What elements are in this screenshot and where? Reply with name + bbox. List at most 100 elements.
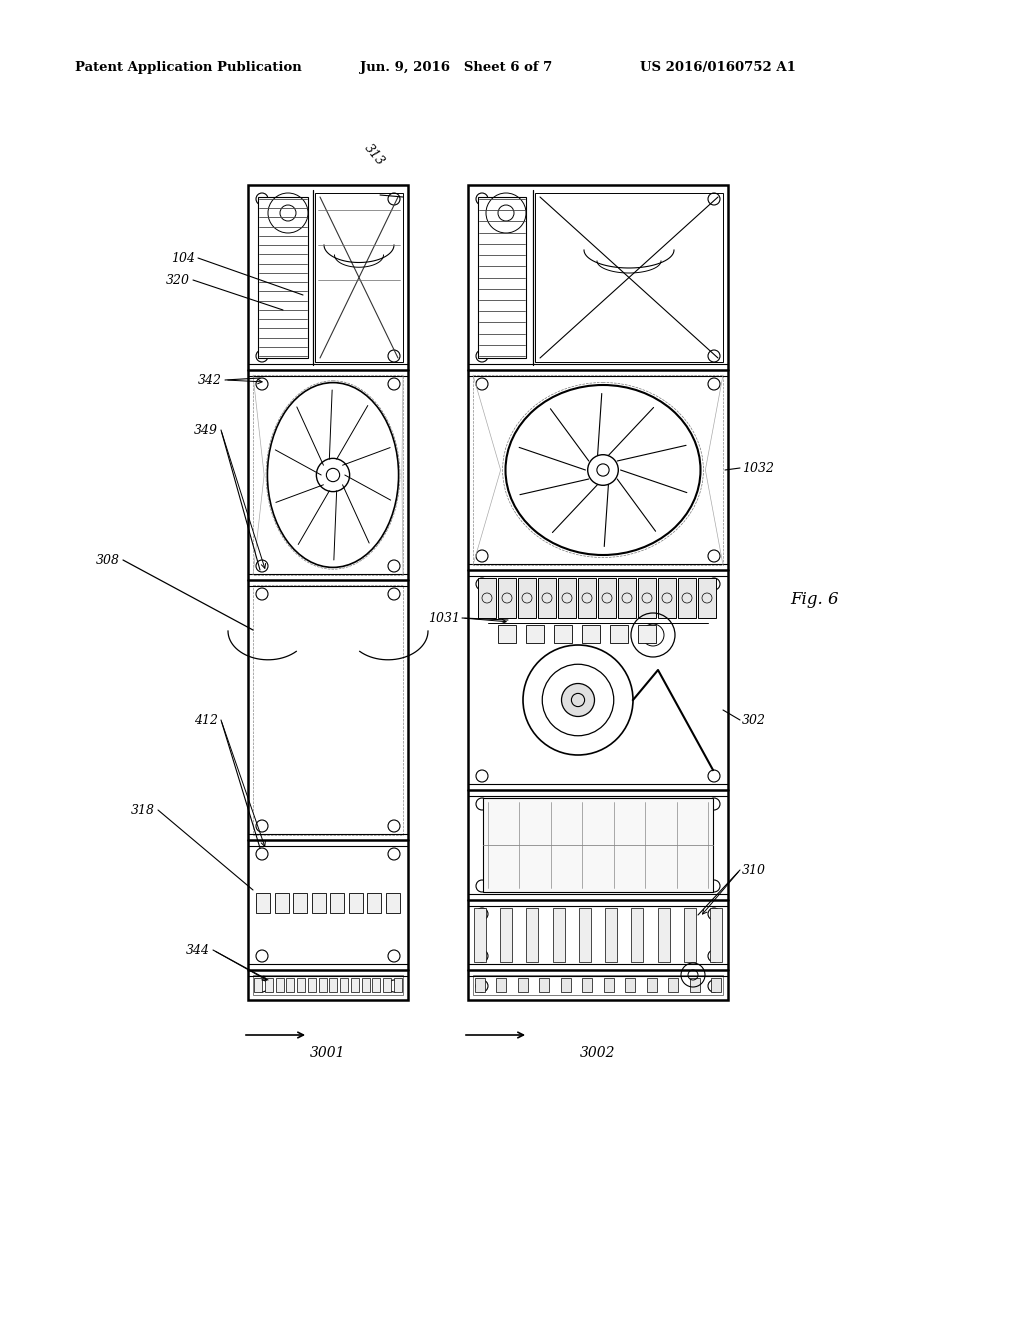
Circle shape — [476, 378, 488, 389]
Bar — [265, 978, 272, 993]
Ellipse shape — [267, 383, 398, 568]
Bar — [297, 978, 305, 993]
Bar — [474, 908, 486, 962]
Circle shape — [476, 550, 488, 562]
Bar — [351, 978, 359, 993]
Bar — [256, 894, 270, 913]
Circle shape — [708, 979, 720, 993]
Bar — [658, 578, 676, 618]
Circle shape — [388, 587, 400, 601]
Bar — [248, 185, 408, 1001]
Bar — [311, 894, 326, 913]
Bar — [318, 978, 327, 993]
Circle shape — [708, 908, 720, 920]
Circle shape — [388, 820, 400, 832]
Circle shape — [708, 350, 720, 362]
Text: 342: 342 — [198, 374, 222, 387]
Circle shape — [561, 684, 595, 717]
Bar — [253, 975, 403, 995]
Bar — [373, 978, 381, 993]
Text: 310: 310 — [742, 863, 766, 876]
Circle shape — [476, 799, 488, 810]
Text: 313: 313 — [362, 141, 387, 168]
Text: 320: 320 — [166, 273, 190, 286]
Bar — [518, 578, 536, 618]
Bar — [275, 978, 284, 993]
Bar — [561, 978, 570, 993]
Bar — [657, 908, 670, 962]
Bar — [605, 908, 617, 962]
Circle shape — [476, 908, 488, 920]
Bar — [604, 978, 613, 993]
Circle shape — [476, 979, 488, 993]
Circle shape — [256, 193, 268, 205]
Bar — [711, 978, 721, 993]
Bar — [349, 894, 362, 913]
Bar — [684, 908, 695, 962]
Bar — [287, 978, 294, 993]
Text: Fig. 6: Fig. 6 — [790, 591, 839, 609]
Bar — [583, 978, 592, 993]
Circle shape — [476, 770, 488, 781]
Circle shape — [708, 770, 720, 781]
Circle shape — [388, 847, 400, 861]
Bar — [473, 975, 723, 995]
Bar — [394, 978, 402, 993]
Bar — [361, 978, 370, 993]
Circle shape — [256, 820, 268, 832]
Ellipse shape — [506, 385, 700, 554]
Bar — [526, 908, 539, 962]
Circle shape — [708, 378, 720, 389]
Bar — [386, 894, 400, 913]
Bar — [500, 908, 512, 962]
Text: 318: 318 — [131, 804, 155, 817]
Bar — [579, 908, 591, 962]
Bar — [478, 578, 496, 618]
Circle shape — [476, 193, 488, 205]
Bar — [468, 185, 728, 1001]
Text: 1032: 1032 — [742, 462, 774, 474]
Circle shape — [708, 578, 720, 590]
Text: 104: 104 — [171, 252, 195, 264]
Circle shape — [476, 578, 488, 590]
Text: 1031: 1031 — [428, 611, 460, 624]
Bar — [340, 978, 348, 993]
Circle shape — [388, 350, 400, 362]
Circle shape — [476, 950, 488, 962]
Circle shape — [256, 979, 268, 993]
Bar — [473, 375, 723, 565]
Circle shape — [708, 193, 720, 205]
Bar — [538, 578, 556, 618]
Bar — [710, 908, 722, 962]
Bar — [638, 624, 656, 643]
Text: 344: 344 — [186, 944, 210, 957]
Circle shape — [388, 950, 400, 962]
Bar — [540, 978, 549, 993]
Circle shape — [256, 350, 268, 362]
Circle shape — [476, 350, 488, 362]
Text: Patent Application Publication: Patent Application Publication — [75, 62, 302, 74]
Bar — [558, 578, 575, 618]
Circle shape — [256, 847, 268, 861]
Circle shape — [256, 560, 268, 572]
Text: 302: 302 — [742, 714, 766, 726]
Bar — [331, 894, 344, 913]
Bar — [638, 578, 656, 618]
Circle shape — [708, 799, 720, 810]
Circle shape — [388, 378, 400, 389]
Circle shape — [256, 950, 268, 962]
Bar — [253, 585, 403, 836]
Bar — [498, 624, 516, 643]
Bar — [483, 799, 713, 892]
Bar — [668, 978, 678, 993]
Bar — [478, 197, 526, 358]
Bar — [258, 197, 308, 358]
Circle shape — [708, 950, 720, 962]
Bar — [626, 978, 635, 993]
Bar — [308, 978, 315, 993]
Bar — [253, 375, 403, 576]
Bar — [554, 624, 572, 643]
Bar — [678, 578, 696, 618]
Circle shape — [388, 193, 400, 205]
Bar — [475, 978, 485, 993]
